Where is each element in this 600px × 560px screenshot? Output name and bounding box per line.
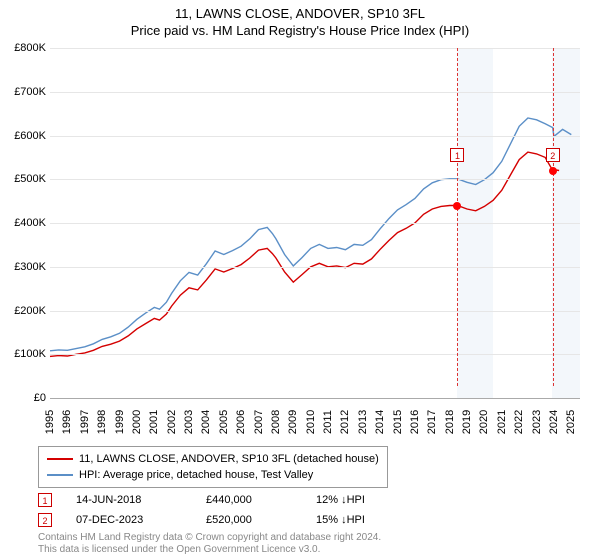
legend-swatch	[47, 458, 73, 460]
legend-item: 11, LAWNS CLOSE, ANDOVER, SP10 3FL (deta…	[47, 451, 379, 467]
y-tick-label: £800K	[14, 42, 46, 54]
sale-pct: 15%HPI	[316, 514, 436, 526]
arrow-down-icon	[338, 494, 347, 506]
gridline	[50, 136, 580, 137]
y-tick-label: £600K	[14, 130, 46, 142]
x-tick-label: 2007	[253, 410, 265, 434]
sale-point-dot	[549, 167, 557, 175]
gridline	[50, 48, 580, 49]
chart-plot-area: £0£100K£200K£300K£400K£500K£600K£700K£80…	[50, 48, 580, 398]
sale-price: £520,000	[206, 514, 316, 526]
sale-row: 1 14-JUN-2018 £440,000 12%HPI	[38, 490, 436, 510]
sale-marker-icon: 2	[38, 513, 52, 527]
footer-line: This data is licensed under the Open Gov…	[38, 544, 381, 556]
title-main: 11, LAWNS CLOSE, ANDOVER, SP10 3FL	[0, 6, 600, 21]
title-sub: Price paid vs. HM Land Registry's House …	[0, 23, 600, 38]
footer-line: Contains HM Land Registry data © Crown c…	[38, 532, 381, 544]
x-tick-label: 1999	[114, 410, 126, 434]
x-tick-label: 2009	[287, 410, 299, 434]
x-tick-label: 2013	[357, 410, 369, 434]
sale-date: 07-DEC-2023	[76, 514, 206, 526]
sale-point-dot	[453, 202, 461, 210]
legend: 11, LAWNS CLOSE, ANDOVER, SP10 3FL (deta…	[38, 446, 388, 488]
legend-swatch	[47, 474, 73, 476]
legend-label: HPI: Average price, detached house, Test…	[79, 469, 313, 481]
x-tick-label: 2024	[548, 410, 560, 434]
x-tick-label: 1997	[79, 410, 91, 434]
x-tick-label: 2012	[339, 410, 351, 434]
reference-marker: 1	[450, 148, 464, 162]
gridline	[50, 179, 580, 180]
x-tick-label: 2003	[183, 410, 195, 434]
x-tick-label: 2023	[531, 410, 543, 434]
x-tick-label: 2000	[131, 410, 143, 434]
x-tick-label: 2022	[513, 410, 525, 434]
x-tick-label: 2010	[305, 410, 317, 434]
reference-marker: 2	[546, 148, 560, 162]
reference-line	[457, 48, 458, 386]
y-tick-label: £400K	[14, 217, 46, 229]
x-tick-label: 2001	[148, 410, 160, 434]
y-tick-label: £700K	[14, 86, 46, 98]
reference-line	[553, 48, 554, 386]
footer: Contains HM Land Registry data © Crown c…	[38, 532, 381, 556]
y-tick-label: £100K	[14, 348, 46, 360]
sale-marker-icon: 1	[38, 493, 52, 507]
y-tick-label: £200K	[14, 305, 46, 317]
x-tick-label: 2005	[218, 410, 230, 434]
legend-item: HPI: Average price, detached house, Test…	[47, 467, 379, 483]
gridline	[50, 92, 580, 93]
x-tick-label: 2008	[270, 410, 282, 434]
y-tick-label: £500K	[14, 173, 46, 185]
x-tick-label: 2020	[478, 410, 490, 434]
x-axis-labels: 1995199619971998199920002001200220032004…	[50, 400, 580, 450]
title-block: 11, LAWNS CLOSE, ANDOVER, SP10 3FL Price…	[0, 0, 600, 38]
y-tick-label: £0	[34, 392, 46, 404]
x-tick-label: 2018	[444, 410, 456, 434]
x-tick-label: 2019	[461, 410, 473, 434]
gridline	[50, 223, 580, 224]
y-tick-label: £300K	[14, 261, 46, 273]
sales-table: 1 14-JUN-2018 £440,000 12%HPI 2 07-DEC-2…	[38, 490, 436, 530]
x-tick-label: 2015	[392, 410, 404, 434]
legend-label: 11, LAWNS CLOSE, ANDOVER, SP10 3FL (deta…	[79, 453, 379, 465]
gridline	[50, 354, 580, 355]
sale-row: 2 07-DEC-2023 £520,000 15%HPI	[38, 510, 436, 530]
x-tick-label: 2021	[496, 410, 508, 434]
x-tick-label: 2006	[235, 410, 247, 434]
sale-date: 14-JUN-2018	[76, 494, 206, 506]
x-tick-label: 2004	[200, 410, 212, 434]
x-tick-label: 2017	[426, 410, 438, 434]
x-tick-label: 2011	[322, 410, 334, 434]
x-tick-label: 1998	[96, 410, 108, 434]
x-tick-label: 2014	[374, 410, 386, 434]
gridline	[50, 398, 580, 399]
gridline	[50, 267, 580, 268]
arrow-down-icon	[338, 514, 347, 526]
x-tick-label: 2002	[166, 410, 178, 434]
x-tick-label: 1995	[44, 410, 56, 434]
gridline	[50, 311, 580, 312]
sale-price: £440,000	[206, 494, 316, 506]
x-tick-label: 2016	[409, 410, 421, 434]
chart-container: 11, LAWNS CLOSE, ANDOVER, SP10 3FL Price…	[0, 0, 600, 560]
sale-pct: 12%HPI	[316, 494, 436, 506]
x-tick-label: 1996	[61, 410, 73, 434]
x-tick-label: 2025	[565, 410, 577, 434]
series-line	[50, 118, 571, 351]
